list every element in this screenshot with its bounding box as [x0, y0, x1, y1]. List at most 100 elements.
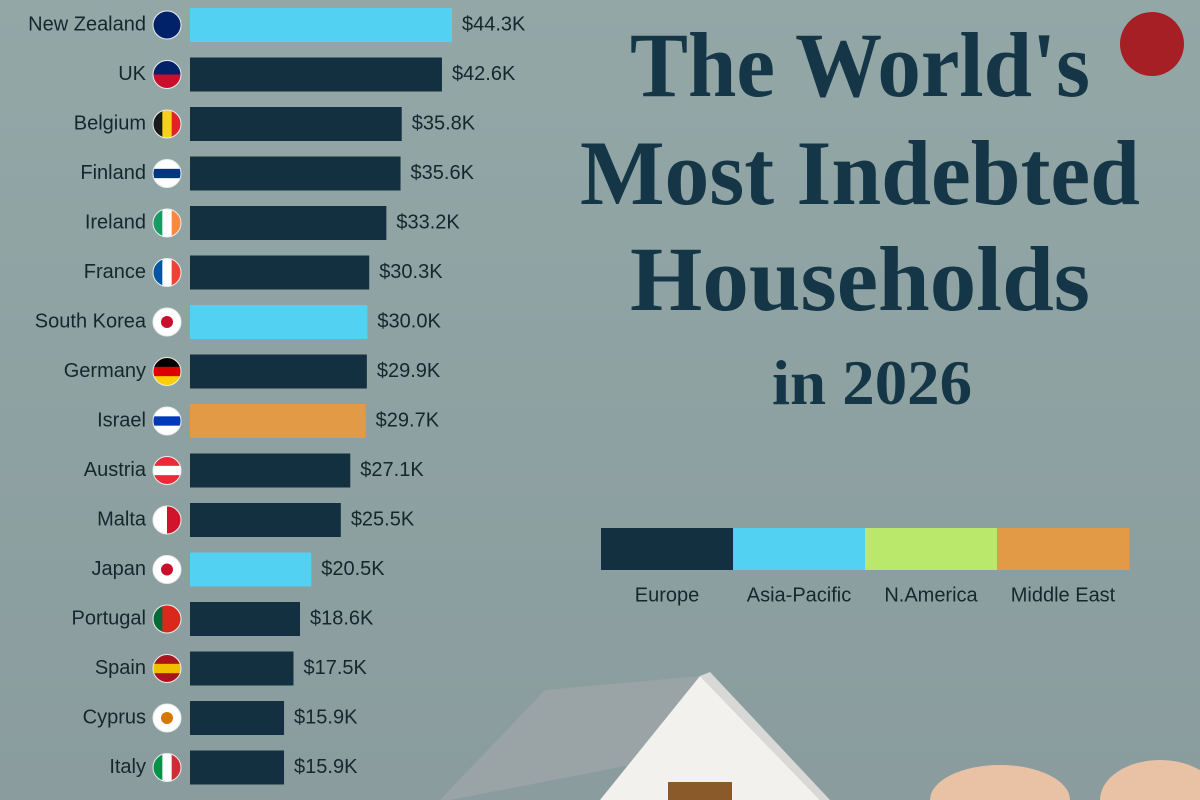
- flag-ring: [152, 406, 182, 436]
- legend-swatch: [733, 528, 866, 570]
- legend-swatch: [997, 528, 1130, 570]
- flag-stripe: [153, 60, 181, 75]
- category-label: Cyprus: [83, 706, 146, 728]
- flag-ring: [152, 555, 182, 584]
- category-label: Belgium: [74, 112, 146, 134]
- flag-stripe: [153, 110, 163, 138]
- logo: [1120, 12, 1184, 76]
- category-label: Italy: [109, 756, 146, 778]
- flag-emblem: [161, 563, 173, 576]
- flag-stripe: [153, 178, 181, 188]
- flag-ring: [152, 208, 182, 238]
- subtitle: in 2026: [772, 347, 972, 418]
- flag-ring: [152, 505, 182, 535]
- value-label: $15.9K: [294, 756, 358, 778]
- legend-label: Europe: [635, 584, 700, 606]
- bar: [190, 107, 402, 141]
- category-label: Spain: [95, 657, 146, 679]
- category-label: Ireland: [85, 211, 146, 233]
- category-label: Malta: [97, 508, 147, 530]
- flag-ring: [152, 753, 182, 782]
- flag-stripe: [153, 416, 181, 427]
- value-label: $15.9K: [294, 706, 358, 728]
- flag-ring: [152, 10, 182, 40]
- value-label: $30.0K: [377, 310, 441, 332]
- flag-stripe: [153, 654, 181, 665]
- bar: [190, 651, 294, 686]
- value-label: $25.5K: [351, 508, 415, 530]
- flag-stripe: [153, 159, 181, 170]
- legend-swatch: [865, 528, 998, 570]
- bar: [190, 57, 442, 92]
- bar: [190, 305, 368, 339]
- category-label: UK: [118, 63, 146, 85]
- flag-emblem: [161, 316, 173, 328]
- flag-stripe: [153, 407, 181, 417]
- value-label: $35.8K: [412, 112, 476, 134]
- flag-stripe: [171, 605, 181, 633]
- category-label: France: [84, 261, 146, 283]
- category-label: New Zealand: [28, 13, 146, 35]
- flag-stripe: [153, 425, 181, 435]
- flag-stripe: [153, 168, 181, 179]
- flag-stripe: [153, 366, 181, 377]
- flag-stripe: [153, 308, 181, 323]
- bar: [190, 503, 341, 537]
- flag-stripe: [153, 465, 181, 476]
- flag-stripe: [162, 258, 173, 287]
- flag-stripe: [171, 753, 181, 782]
- flag-stripe: [153, 506, 168, 534]
- bar: [190, 701, 285, 735]
- legend-label: Middle East: [1011, 584, 1116, 606]
- value-label: $17.5K: [303, 657, 367, 679]
- bar: [190, 8, 452, 42]
- flag-stripe: [153, 718, 181, 732]
- category-label: Israel: [97, 409, 146, 431]
- title-line: Most Indebted: [580, 122, 1140, 224]
- flag-stripe: [153, 673, 181, 683]
- flag-stripe: [153, 322, 181, 336]
- flag-stripe: [153, 704, 181, 719]
- flag-ring: [152, 456, 182, 485]
- bar: [190, 750, 285, 785]
- flag-ring: [152, 604, 182, 634]
- value-label: $42.6K: [452, 63, 516, 85]
- flag-stripe: [153, 753, 163, 782]
- value-label: $30.3K: [379, 261, 443, 283]
- flag-stripe: [153, 258, 163, 287]
- flag-stripe: [153, 456, 181, 467]
- title-line: The World's: [630, 14, 1090, 116]
- title-line: Households: [630, 228, 1090, 330]
- category-label: Austria: [84, 459, 147, 481]
- bar: [190, 206, 387, 240]
- flag-stripe: [167, 506, 181, 534]
- legend-label: Asia-Pacific: [747, 584, 851, 606]
- flag-ring: [152, 703, 182, 733]
- house: [440, 672, 1200, 800]
- flag-stripe: [153, 376, 181, 386]
- value-label: $18.6K: [310, 607, 374, 629]
- flag-ring: [152, 109, 182, 139]
- value-label: $20.5K: [321, 558, 385, 580]
- flag-stripe: [153, 555, 181, 570]
- flag-stripe: [171, 110, 181, 138]
- flag-ring: [152, 159, 182, 188]
- flag-stripe: [153, 569, 181, 584]
- flag-stripe: [171, 258, 181, 287]
- legend-swatch: [601, 528, 734, 570]
- flag-stripe: [153, 11, 181, 26]
- flag-stripe: [153, 605, 163, 633]
- flag-ring: [152, 307, 182, 337]
- value-label: $29.9K: [377, 360, 441, 382]
- bar: [190, 453, 351, 488]
- value-label: $44.3K: [462, 13, 526, 35]
- bar: [190, 354, 367, 389]
- flag-stripe: [153, 209, 163, 237]
- category-label: Germany: [64, 360, 146, 382]
- category-label: Japan: [92, 558, 147, 580]
- flag-ring: [152, 357, 182, 386]
- bar: [190, 255, 370, 290]
- flag-stripe: [162, 110, 173, 138]
- flag-ring: [152, 654, 182, 683]
